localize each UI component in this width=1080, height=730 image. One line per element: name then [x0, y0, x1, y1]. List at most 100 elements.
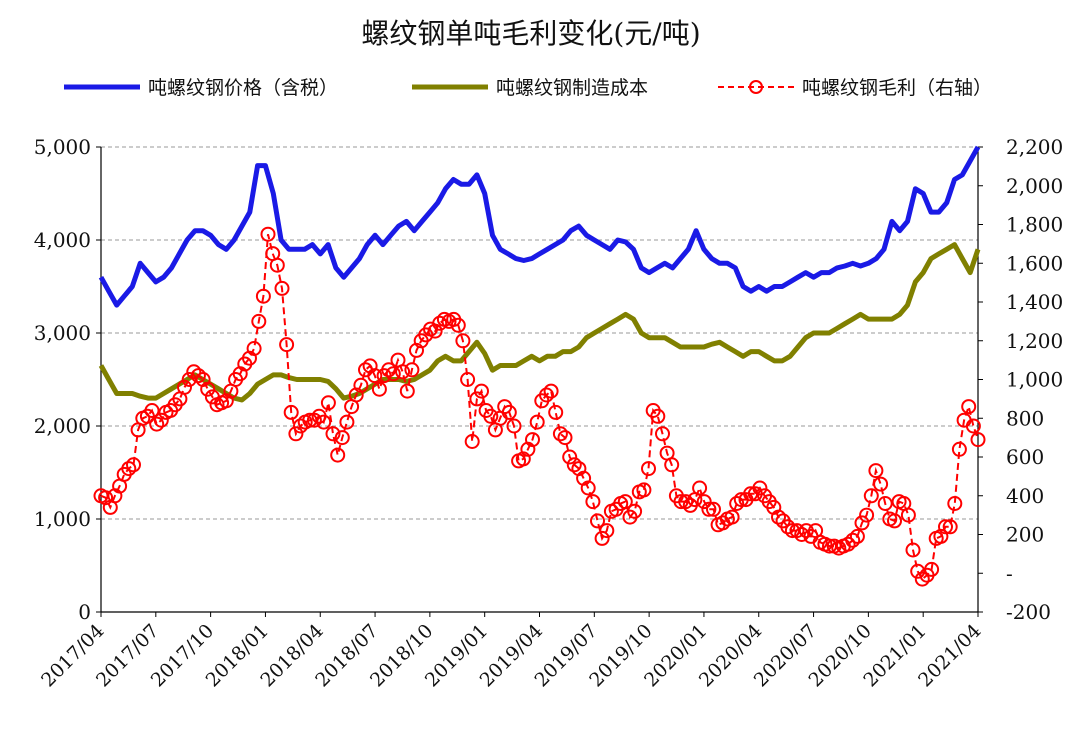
margin-point — [260, 226, 276, 242]
left-tick-label: 3,000 — [34, 321, 91, 345]
margin-point — [636, 482, 652, 498]
margin-point — [325, 426, 341, 442]
margin-point — [539, 387, 554, 403]
margin-point — [599, 523, 615, 539]
margin-point — [306, 412, 322, 428]
left-axis-ticks: 0 1,000 2,000 3,000 4,000 5,000 — [34, 135, 101, 624]
right-tick-label: 2,200 — [1006, 135, 1063, 159]
margin-point — [126, 457, 141, 473]
margin-point — [840, 536, 856, 552]
legend-marker-margin — [749, 80, 763, 94]
margin-point — [353, 377, 369, 393]
margin-point — [566, 457, 582, 473]
margin-point — [914, 571, 930, 587]
margin-point — [771, 509, 786, 525]
margin-point — [474, 383, 489, 399]
margin-point — [706, 501, 721, 517]
margin-point — [274, 280, 290, 296]
right-tick-label: 800 — [1006, 406, 1044, 430]
margin-point — [399, 383, 415, 399]
legend-item-cost: 吨螺纹钢制造成本 — [412, 77, 648, 99]
gridlines — [101, 146, 978, 520]
margin-point — [246, 341, 262, 356]
margin-point — [464, 434, 480, 449]
margin-point — [900, 507, 916, 523]
left-tick-label: 4,000 — [34, 228, 91, 252]
margin-point — [320, 395, 336, 411]
margin-point — [339, 414, 355, 430]
right-tick-label: 600 — [1006, 445, 1044, 469]
margin-point — [469, 391, 485, 407]
margin-point — [144, 403, 160, 418]
margin-point — [585, 494, 601, 510]
right-tick-label: 400 — [1006, 484, 1044, 508]
margin-point — [859, 507, 875, 523]
margin-point — [965, 418, 981, 434]
margin-point — [525, 432, 540, 448]
margin-point — [924, 561, 940, 577]
margin-point — [385, 366, 401, 382]
left-tick-label: 0 — [78, 600, 91, 624]
margin-point — [483, 408, 499, 424]
margin-point — [432, 315, 448, 331]
margin-point — [794, 527, 810, 542]
legend: 吨螺纹钢价格（含税） 吨螺纹钢制造成本 吨螺纹钢毛利（右轴） — [64, 77, 992, 99]
margin-point — [724, 509, 740, 525]
margin-point — [873, 476, 889, 492]
legend-label-price: 吨螺纹钢价格（含税） — [148, 77, 338, 99]
margin-point — [594, 530, 610, 546]
chart-title: 螺纹钢单吨毛利变化(元/吨) — [361, 17, 700, 50]
margin-point — [887, 513, 902, 529]
margin-point — [696, 494, 712, 510]
margin-point — [251, 313, 267, 329]
right-axis-ticks: -200-2004006008001,0001,2001,4001,6001,8… — [978, 135, 1063, 624]
margin-point — [650, 408, 666, 424]
margin-point — [367, 368, 383, 384]
margin-point — [590, 513, 605, 529]
margin-point — [868, 463, 884, 479]
margin-point — [849, 528, 865, 544]
left-tick-label: 2,000 — [34, 414, 91, 438]
margin-point — [729, 496, 745, 511]
series-cost-line — [98, 242, 981, 403]
margin-point — [673, 494, 689, 510]
margin-point — [269, 257, 285, 273]
margin-point — [330, 447, 346, 463]
margin-point — [529, 414, 545, 430]
margin-point — [752, 480, 768, 496]
margin-point — [121, 461, 137, 477]
right-tick-label: 1,800 — [1006, 213, 1063, 237]
margin-point — [149, 416, 165, 432]
margin-point — [450, 317, 466, 333]
margin-point — [692, 480, 708, 496]
margin-point — [557, 430, 573, 446]
right-tick-label: - — [1006, 561, 1013, 585]
margin-point — [255, 288, 271, 304]
margin-point — [177, 379, 192, 395]
margin-point — [678, 494, 694, 510]
margin-point — [701, 501, 717, 517]
margin-point — [664, 457, 680, 473]
margin-point — [460, 372, 476, 387]
margin-point — [371, 381, 387, 397]
margin-point — [455, 333, 471, 349]
right-tick-label: 1,200 — [1006, 329, 1063, 353]
margin-point — [627, 503, 643, 519]
margin-point — [877, 496, 893, 511]
margin-point — [961, 399, 977, 415]
margin-point — [951, 441, 967, 457]
margin-point — [854, 515, 870, 531]
margin-point — [200, 381, 216, 397]
margin-point — [283, 404, 299, 420]
margin-point — [780, 519, 796, 535]
margin-point — [655, 426, 670, 442]
margin-point — [617, 494, 633, 510]
x-axis-ticks: 2017/042017/072017/102018/012018/042018/… — [37, 612, 986, 691]
legend-item-margin: 吨螺纹钢毛利（右轴） — [718, 77, 992, 99]
legend-item-price: 吨螺纹钢价格（含税） — [64, 77, 338, 99]
margin-point — [186, 364, 202, 380]
margin-point — [506, 418, 522, 434]
margin-point — [543, 383, 559, 399]
margin-point — [641, 461, 656, 477]
